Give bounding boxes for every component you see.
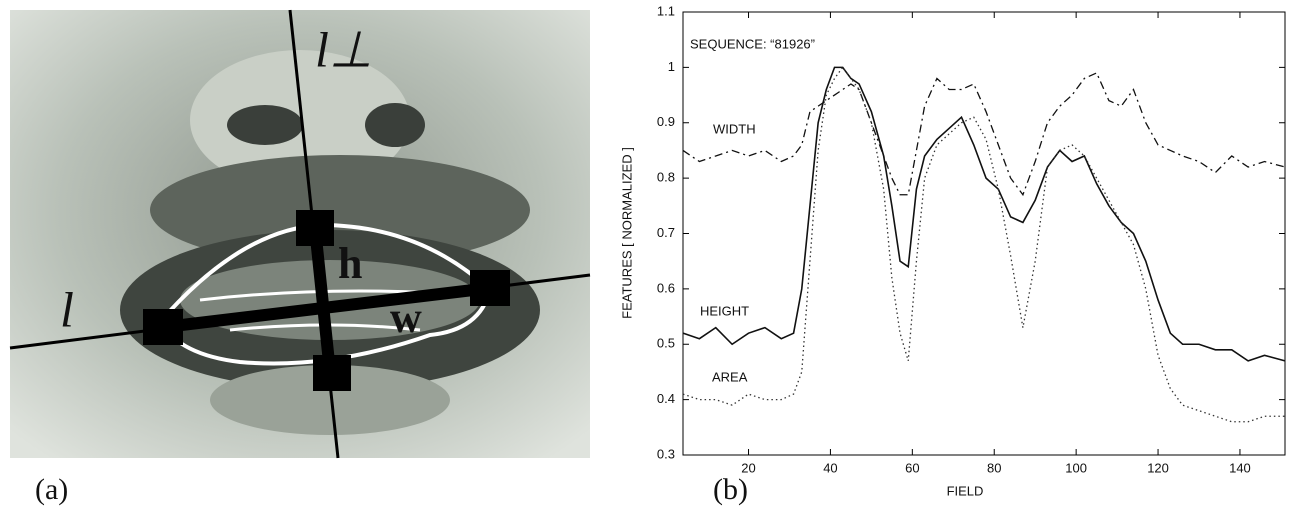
y-tick-label: 0.5: [657, 336, 675, 351]
panel-label: (b): [713, 473, 748, 506]
x-tick-label: 80: [987, 460, 1001, 475]
photo: l⊥ l h w: [9, 9, 591, 459]
x-tick-label: 140: [1229, 460, 1251, 475]
y-tick-label: 0.4: [657, 391, 675, 406]
y-tick-label: 0.9: [657, 114, 675, 129]
y-tick-label: 0.3: [657, 446, 675, 461]
series-label: WIDTH: [713, 121, 756, 136]
y-axis-title: FEATURES [ NORMALIZED ]: [619, 147, 634, 319]
axis-label: l: [60, 281, 74, 337]
axis-label: h: [338, 239, 362, 288]
y-tick-label: 1: [668, 59, 675, 74]
x-tick-label: 20: [741, 460, 755, 475]
y-tick-label: 1.1: [657, 3, 675, 18]
x-tick-label: 40: [823, 460, 837, 475]
panel-label: (a): [35, 473, 68, 506]
axis-label: l⊥: [315, 21, 372, 77]
y-tick-label: 0.6: [657, 280, 675, 295]
series-label: AREA: [712, 369, 748, 384]
series-label: HEIGHT: [700, 303, 749, 318]
x-tick-label: 100: [1065, 460, 1087, 475]
x-axis-title: FIELD: [947, 483, 984, 498]
x-tick-label: 120: [1147, 460, 1169, 475]
series-line: [682, 72, 1286, 197]
series-line: [682, 66, 1285, 423]
chart-title: SEQUENCE: “81926”: [690, 36, 815, 51]
y-tick-label: 0.8: [657, 170, 675, 185]
plot-frame: [682, 11, 1286, 456]
axis-label: w: [390, 293, 422, 342]
series-line: [682, 66, 1286, 362]
x-tick-label: 60: [905, 460, 919, 475]
y-tick-label: 0.7: [657, 225, 675, 240]
